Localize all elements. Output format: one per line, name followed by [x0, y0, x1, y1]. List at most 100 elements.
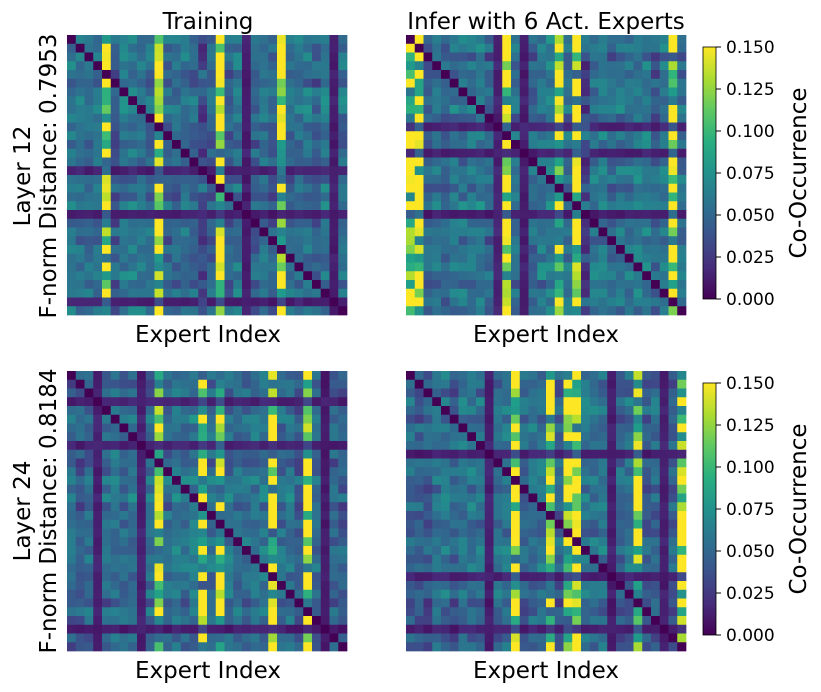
- heatmap-cell: [563, 131, 573, 141]
- heatmap-cell: [189, 624, 199, 634]
- heatmap-cell: [268, 441, 278, 451]
- heatmap-cell: [84, 192, 94, 202]
- heatmap-cell: [616, 371, 626, 381]
- heatmap-cell: [242, 70, 252, 80]
- heatmap-cell: [250, 589, 260, 599]
- heatmap-cell: [233, 245, 243, 255]
- heatmap-cell: [189, 70, 199, 80]
- heatmap-cell: [189, 306, 199, 316]
- heatmap-cell: [511, 502, 521, 512]
- heatmap-cell: [423, 502, 433, 512]
- heatmap-cell: [75, 288, 85, 298]
- heatmap-cell: [294, 388, 304, 398]
- heatmap-cell: [128, 122, 138, 132]
- heatmap-cell: [329, 537, 339, 547]
- heatmap-cell: [145, 271, 155, 281]
- heatmap-cell: [145, 157, 155, 167]
- heatmap-cell: [598, 218, 608, 228]
- heatmap-cell: [268, 87, 278, 97]
- heatmap-cell: [624, 616, 634, 626]
- heatmap-cell: [502, 519, 512, 529]
- heatmap-cell: [189, 52, 199, 62]
- heatmap-cell: [259, 624, 269, 634]
- heatmap-cell: [519, 616, 529, 626]
- heatmap-cell: [581, 554, 591, 564]
- heatmap-cell: [476, 397, 486, 407]
- heatmap-cell: [581, 607, 591, 617]
- heatmap-cell: [67, 262, 77, 272]
- heatmap-cell: [581, 414, 591, 424]
- heatmap-cell: [607, 122, 617, 132]
- heatmap-cell: [423, 563, 433, 573]
- heatmap-cell: [677, 70, 687, 80]
- heatmap-cell: [546, 35, 556, 45]
- heatmap-cell: [102, 467, 112, 477]
- heatmap-cell: [406, 371, 416, 381]
- heatmap-cell: [329, 245, 339, 255]
- heatmap-cell: [519, 493, 529, 503]
- heatmap-cell: [303, 280, 313, 290]
- heatmap-cell: [476, 140, 486, 150]
- heatmap-cell: [467, 537, 477, 547]
- heatmap-cell: [67, 245, 77, 255]
- heatmap-cell: [172, 105, 182, 115]
- heatmap-cell: [75, 423, 85, 433]
- heatmap-cell: [633, 236, 643, 246]
- heatmap-cell: [180, 546, 190, 556]
- heatmap-cell: [268, 218, 278, 228]
- heatmap-cell: [432, 406, 442, 416]
- heatmap-cell: [633, 70, 643, 80]
- heatmap-cell: [198, 70, 208, 80]
- heatmap-cell: [84, 371, 94, 381]
- heatmap-cell: [154, 616, 164, 626]
- heatmap-cell: [449, 105, 459, 115]
- heatmap-cell: [338, 414, 348, 424]
- heatmap-cell: [432, 122, 442, 132]
- heatmap-cell: [67, 476, 77, 486]
- heatmap-cell: [476, 210, 486, 220]
- heatmap-cell: [137, 297, 147, 307]
- heatmap-cell: [75, 227, 85, 237]
- heatmap-cell: [432, 140, 442, 150]
- heatmap-cell: [207, 642, 217, 652]
- heatmap-cell: [207, 87, 217, 97]
- heatmap-cell: [493, 528, 503, 538]
- heatmap-cell: [537, 616, 547, 626]
- heatmap-cell: [128, 484, 138, 494]
- heatmap-cell: [581, 406, 591, 416]
- heatmap-cell: [250, 253, 260, 263]
- heatmap-cell: [572, 70, 582, 80]
- heatmap-cell: [154, 122, 164, 132]
- heatmap-cell: [102, 449, 112, 459]
- heatmap-cell: [329, 35, 339, 45]
- heatmap-cell: [616, 484, 626, 494]
- heatmap-cell: [215, 78, 225, 88]
- heatmap-cell: [616, 589, 626, 599]
- heatmap-cell: [624, 379, 634, 389]
- heatmap-cell: [432, 624, 442, 634]
- heatmap-cell: [277, 441, 287, 451]
- heatmap-cell: [624, 148, 634, 158]
- heatmap-cell: [84, 511, 94, 521]
- heatmap-cell: [277, 192, 287, 202]
- heatmap-cell: [268, 537, 278, 547]
- heatmap-cell: [154, 253, 164, 263]
- heatmap-cell: [511, 201, 521, 211]
- heatmap-cell: [119, 306, 129, 316]
- heatmap-cell: [554, 519, 564, 529]
- heatmap-cell: [519, 423, 529, 433]
- heatmap-cell: [189, 493, 199, 503]
- heatmap-cell: [84, 280, 94, 290]
- heatmap-cell: [102, 105, 112, 115]
- heatmap-cell: [432, 227, 442, 237]
- heatmap-cell: [250, 397, 260, 407]
- heatmap-cell: [441, 306, 451, 316]
- heatmap-cell: [163, 87, 173, 97]
- heatmap-cell: [285, 35, 295, 45]
- heatmap-cell: [581, 166, 591, 176]
- heatmap-cell: [215, 297, 225, 307]
- heatmap-cell: [198, 87, 208, 97]
- heatmap-cell: [406, 388, 416, 398]
- heatmap-cell: [215, 624, 225, 634]
- heatmap-cell: [423, 131, 433, 141]
